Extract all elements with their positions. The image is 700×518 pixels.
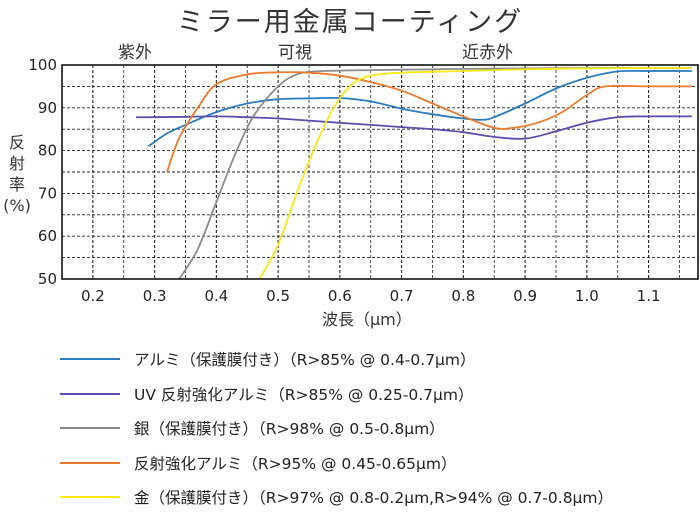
legend-item-1: アルミ（保護膜付き）（R>85% @ 0.4-0.7μm）: [56, 345, 696, 380]
region-label-uv: 紫外: [118, 43, 152, 63]
y-axis-label: 反射率 (%): [3, 133, 31, 215]
legend-item-4: 反射強化アルミ（R>95% @ 0.45-0.65μm）: [56, 449, 696, 484]
legend-swatch: [60, 392, 120, 395]
series-line-3: [178, 67, 692, 280]
legend-label: アルミ（保護膜付き）（R>85% @ 0.4-0.7μm）: [134, 351, 476, 369]
chart-title: ミラー用金属コーティング: [176, 7, 524, 38]
series-line-4: [166, 71, 692, 173]
legend-label: 金（保護膜付き）（R>97% @ 0.8-0.2μm,R>94% @ 0.7-0…: [134, 489, 614, 508]
legend-label: 銀（保護膜付き）（R>98% @ 0.5-0.8μm）: [134, 420, 445, 439]
x-tick-label: 1.1: [637, 287, 661, 305]
legend-swatch: [60, 427, 120, 430]
legend-swatch: [60, 496, 120, 499]
region-label-nir: 近赤外: [462, 43, 513, 63]
legend-item-3: 銀（保護膜付き）（R>98% @ 0.5-0.8μm）: [56, 414, 696, 449]
series-line-5: [258, 67, 692, 280]
legend-swatch: [60, 461, 120, 464]
legend-label: 反射強化アルミ（R>95% @ 0.45-0.65μm）: [134, 454, 457, 473]
x-tick-label: 0.3: [143, 287, 167, 305]
y-tick-label: 70: [38, 184, 57, 202]
x-tick-label: 0.4: [204, 287, 228, 305]
frame-layer: [61, 64, 699, 280]
chart-canvas: 0.2 0.3 0.4 0.5 0.6 0.7 0.8 0.9 1.0 1.1 50 60 70 80 90…: [28, 56, 699, 305]
x-tick-label: 1.0: [575, 287, 599, 305]
x-tick-label: 0.6: [328, 287, 352, 305]
legend: アルミ（保護膜付き）（R>85% @ 0.4-0.7μm） UV 反射強化アルミ（…: [56, 345, 696, 518]
x-tick-label: 0.9: [513, 287, 537, 305]
y-tick-label: 50: [38, 270, 57, 288]
legend-item-5: 金（保護膜付き）（R>97% @ 0.8-0.2μm,R>94% @ 0.7-0…: [56, 483, 696, 518]
region-label-visible: 可視: [278, 43, 312, 63]
y-tick-label: 100: [28, 56, 57, 74]
legend-item-2: UV 反射強化アルミ（R>85% @ 0.25-0.7μm）: [56, 380, 696, 415]
x-tick-label: 0.7: [390, 287, 414, 305]
tick-layer: 0.2 0.3 0.4 0.5 0.6 0.7 0.8 0.9 1.0 1.1 50 60 70 80 90…: [28, 56, 660, 305]
legend-swatch: [60, 358, 120, 360]
series-line-1: [147, 69, 692, 148]
plot-frame: [61, 64, 699, 280]
y-tick-label: 90: [38, 99, 57, 117]
x-tick-label: 0.2: [81, 287, 105, 305]
y-tick-label: 80: [38, 142, 57, 160]
grid-layer: [61, 65, 698, 279]
legend-label: UV 反射強化アルミ（R>85% @ 0.25-0.7μm）: [134, 385, 474, 404]
series-layer: [136, 67, 692, 280]
y-tick-label: 60: [38, 227, 57, 245]
x-tick-label: 0.8: [451, 287, 475, 305]
x-axis-label: 波長（μm）: [322, 310, 412, 329]
series-line-2: [136, 115, 692, 140]
x-tick-label: 0.5: [266, 287, 290, 305]
